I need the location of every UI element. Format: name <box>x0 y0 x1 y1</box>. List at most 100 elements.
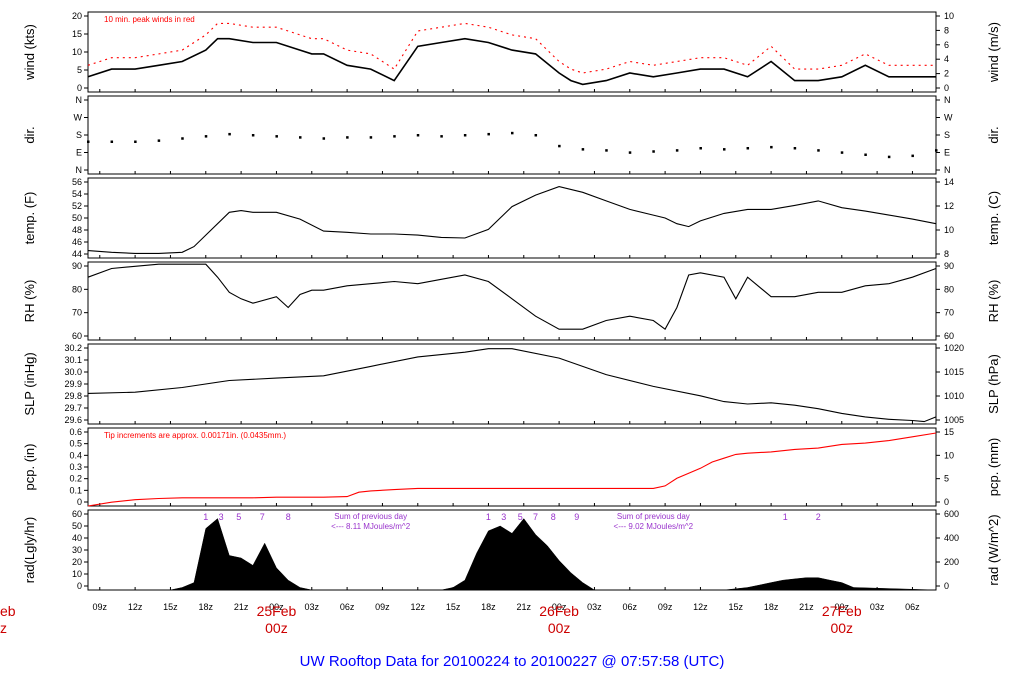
rad-hour-mark: 9 <box>574 512 579 522</box>
dir-ylabel-right: dir. <box>986 126 1001 143</box>
wind-ylabel-right: wind (m/s) <box>986 22 1001 83</box>
slp-panel: SLP (inHg) SLP (hPa) 29.6 29.7 29.8 29.9 30.0 3… <box>22 343 1001 425</box>
rad-hour-mark: 3 <box>219 512 224 522</box>
pcp-ytick-right: 0 <box>944 497 949 507</box>
wind-annotation: 10 min. peak winds in red <box>104 15 195 24</box>
pcp-ytick-left: 0.4 <box>69 450 82 460</box>
hour-tick-label: 21z <box>234 602 249 612</box>
rh-ytick-left: 90 <box>72 261 82 271</box>
rad-note-line2: <--- 9.02 MJoules/m^2 <box>614 522 694 531</box>
rad-hour-mark: 5 <box>518 512 523 522</box>
dir-point <box>558 144 561 148</box>
temp-ytick-left: 52 <box>72 201 82 211</box>
dir-ytick-left: W <box>74 113 83 123</box>
hour-tick-label: 09z <box>93 602 108 612</box>
pcp-annotation: Tip increments are approx. 0.00171in. (0… <box>104 431 286 440</box>
rad-ytick-right: 0 <box>944 581 949 591</box>
pcp-series-precipitation <box>87 432 937 507</box>
dir-point <box>275 135 278 138</box>
dir-point <box>840 151 844 154</box>
slp-ytick-left: 29.8 <box>64 391 82 401</box>
temp-frame <box>87 177 937 259</box>
rh-ytick-left: 60 <box>72 331 82 341</box>
hour-tick-label: 12z <box>411 602 426 612</box>
dir-point <box>393 135 396 138</box>
rad-hour-mark: 1 <box>783 512 788 522</box>
dir-ytick-right: N <box>944 95 951 105</box>
hour-tick-label: 00z <box>552 602 567 612</box>
dir-ylabel-left: dir. <box>22 126 37 143</box>
rad-panel: rad(Lgly/hr) rad (W/m^2)01020304050600200… <box>22 509 1001 591</box>
wind-ytick-right: 0 <box>944 83 949 93</box>
hour-tick-label: 21z <box>517 602 532 612</box>
wind-ytick-right: 2 <box>944 69 949 79</box>
rad-hour-mark: 7 <box>533 512 538 522</box>
dir-point <box>134 140 137 143</box>
pcp-ytick-left: 0.6 <box>69 427 82 437</box>
slp-ytick-right: 1010 <box>944 391 964 401</box>
dir-ytick-left: S <box>76 130 82 140</box>
wind-ytick-right: 8 <box>944 25 949 35</box>
slp-ytick-right: 1020 <box>944 343 964 353</box>
dir-point <box>87 140 90 143</box>
dir-frame <box>87 95 937 175</box>
temp-ytick-left: 44 <box>72 249 82 259</box>
hour-tick-label: 00z <box>835 602 850 612</box>
rad-ytick-left: 60 <box>72 509 82 519</box>
dir-point <box>935 149 938 152</box>
footer-title: UW Rooftop Data for 20100224 to 20100227… <box>300 653 725 670</box>
dir-point <box>534 134 538 137</box>
dir-ytick-right: S <box>944 130 950 140</box>
date-label: 26Feb <box>539 603 579 619</box>
wind-ytick-left: 0 <box>77 83 82 93</box>
temp-ylabel-right: temp. (C) <box>986 191 1001 245</box>
dir-point <box>793 147 797 150</box>
dir-point <box>487 132 490 136</box>
slp-ytick-right: 1005 <box>944 415 964 425</box>
rad-ytick-right: 200 <box>944 557 959 567</box>
pcp-ytick-right: 5 <box>944 474 949 484</box>
dir-point <box>322 137 326 140</box>
dir-point <box>416 134 420 137</box>
rh-frame <box>87 261 937 341</box>
rh-ytick-right: 90 <box>944 261 954 271</box>
pcp-ytick-left: 0.2 <box>69 474 82 484</box>
hour-tick-label: 18z <box>481 602 496 612</box>
wind-ytick-right: 10 <box>944 11 954 21</box>
date-label: 25Feb <box>257 603 297 619</box>
slp-series-sea_level_pressure <box>87 348 937 423</box>
dir-point <box>817 149 820 152</box>
hour-tick-label: 18z <box>199 602 214 612</box>
rh-series-relative_humidity <box>87 263 937 331</box>
rad-hour-mark: 5 <box>236 512 241 522</box>
rad-note-line1: Sum of previous day <box>334 512 407 521</box>
rad-ytick-left: 30 <box>72 545 82 555</box>
dir-point <box>299 136 302 139</box>
radiation-area <box>88 518 937 591</box>
slp-frame <box>87 343 937 425</box>
hour-tick-label: 09z <box>658 602 673 612</box>
rad-ytick-left: 10 <box>72 569 82 579</box>
dir-point <box>652 150 655 153</box>
pcp-ylabel-left: pcp. (in) <box>22 444 37 491</box>
rad-hour-mark: 1 <box>203 512 208 522</box>
wind-ytick-right: 6 <box>944 40 949 50</box>
time-axis: 09z 12z 15z 18z 21z 00z 03z 06z 09z 12z 15z 18z 21z 0… <box>0 602 920 636</box>
wind-ytick-left: 15 <box>72 29 82 39</box>
rh-ylabel-right: RH (%) <box>986 280 1001 323</box>
rad-note-line1: Sum of previous day <box>617 512 690 521</box>
hour-tick-label: 15z <box>446 602 461 612</box>
hour-tick-label: 06z <box>340 602 355 612</box>
dir-point <box>723 148 726 151</box>
hour-tick-label: 12z <box>693 602 708 612</box>
dir-ytick-left: E <box>76 148 82 158</box>
dir-ytick-left: N <box>76 95 83 105</box>
hour-tick-label: 18z <box>764 602 779 612</box>
rad-ytick-right: 600 <box>944 509 959 519</box>
hour-tick-label: 06z <box>905 602 920 612</box>
temp-ytick-right: 14 <box>944 177 954 187</box>
dir-point <box>346 136 349 139</box>
rad-note-line2: <--- 8.11 MJoules/m^2 <box>331 522 411 531</box>
rad-hour-mark: 1 <box>486 512 491 522</box>
